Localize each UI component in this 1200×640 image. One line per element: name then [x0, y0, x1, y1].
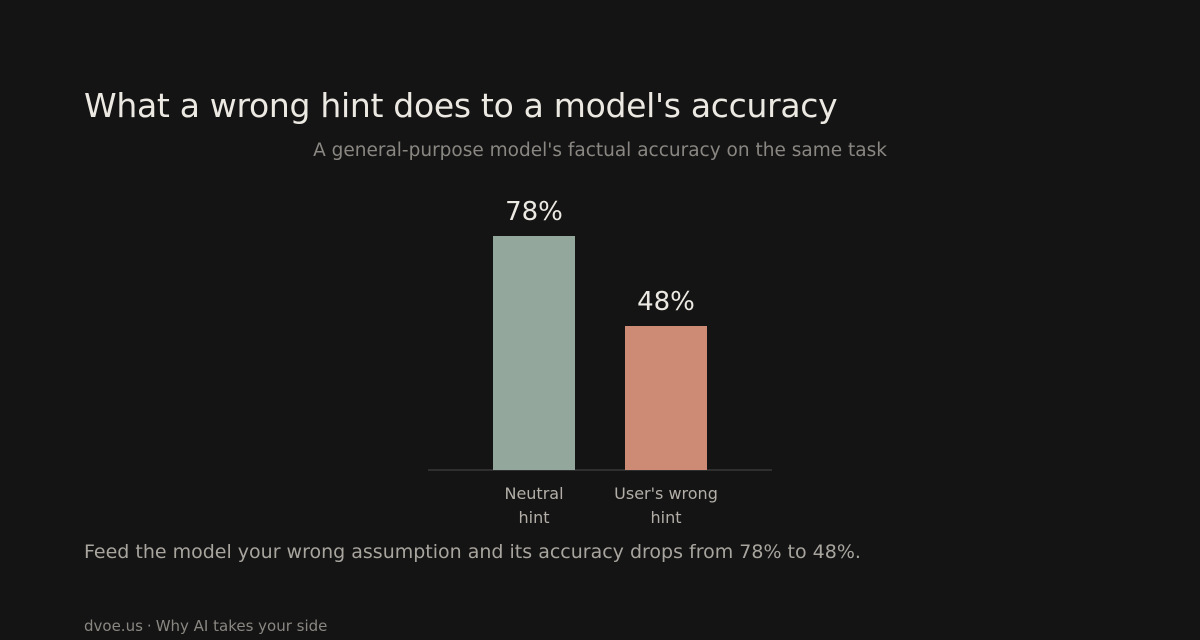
bar-1 [625, 326, 707, 470]
footer-site: dvoe.us [84, 617, 143, 635]
bar-value-label-1: 48% [637, 287, 695, 317]
footer-section: Why AI takes your side [155, 617, 328, 635]
chart-title: What a wrong hint does to a model's accu… [84, 86, 838, 125]
footer: dvoe.us · Why AI takes your side [84, 617, 327, 635]
bar-0 [493, 236, 575, 470]
chart-subtitle: A general-purpose model's factual accura… [313, 140, 887, 161]
chart-caption: Feed the model your wrong assumption and… [84, 541, 861, 563]
bar-value-label-0: 78% [505, 197, 563, 227]
footer-separator: · [146, 617, 152, 635]
x-tick-label-1-line-1: hint [651, 508, 682, 527]
x-tick-label-1-line-0: User's wrong [614, 484, 718, 503]
x-tick-label-0-line-0: Neutral [504, 484, 563, 503]
x-tick-label-0-line-1: hint [519, 508, 550, 527]
